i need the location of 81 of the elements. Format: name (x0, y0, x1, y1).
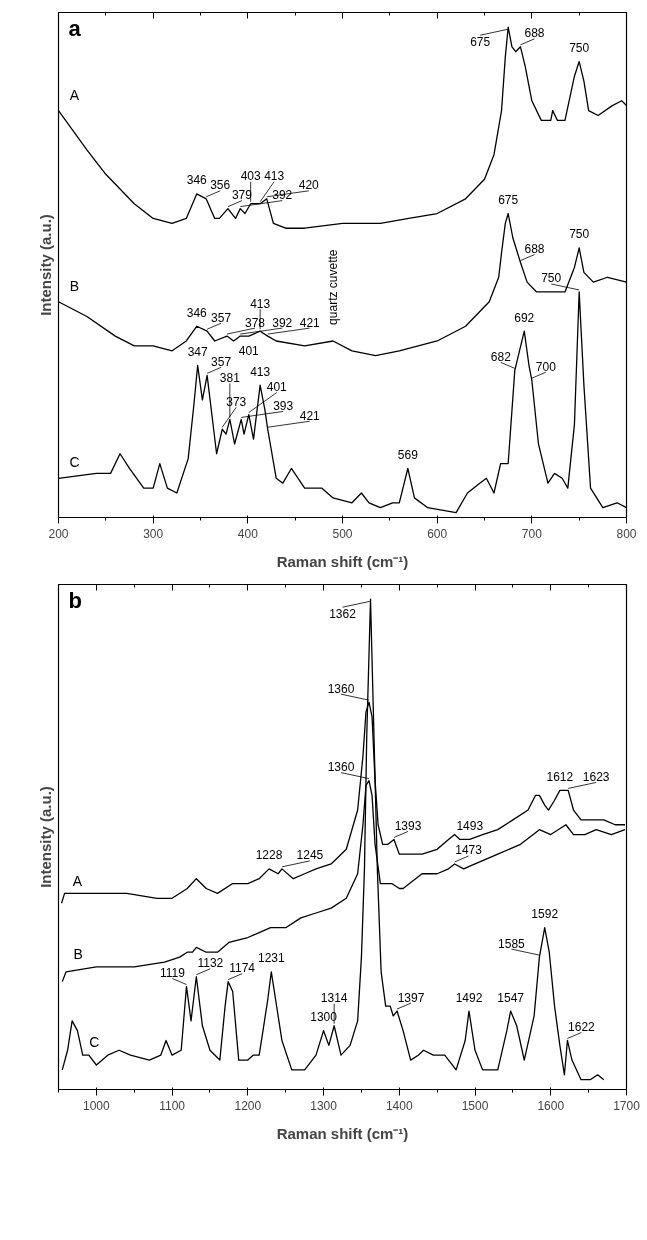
x-tick-label: 1700 (613, 1098, 641, 1113)
x-tick-label: 400 (237, 526, 259, 541)
series-label: C (89, 1033, 100, 1050)
annotation: 675 (498, 193, 519, 208)
x-tick-label: 500 (332, 526, 353, 541)
annotation: 378 (245, 315, 266, 330)
annotation: 1360 (327, 760, 355, 775)
x-tick-label: 1000 (83, 1098, 111, 1113)
annotation: 413 (250, 364, 271, 379)
annotation: 1622 (568, 1019, 596, 1034)
annotation: 750 (569, 41, 590, 56)
annotation: 1397 (397, 990, 425, 1005)
y-axis-title: Intensity (a.u.) (36, 786, 54, 888)
annotation: 1473 (455, 843, 483, 858)
annotation: 750 (569, 227, 590, 242)
annotation: 1231 (257, 951, 285, 966)
annotation: 688 (524, 242, 545, 257)
annotation: 1228 (255, 848, 283, 863)
series-label: A (72, 873, 83, 890)
annotation: 346 (186, 173, 208, 188)
annotation: 1132 (197, 956, 224, 971)
series-label: A (69, 86, 80, 103)
annotation: 413 (250, 296, 271, 311)
annotation: 347 (187, 345, 208, 360)
x-tick-label: 1200 (234, 1098, 262, 1113)
series-label: B (69, 277, 80, 294)
annotation: 1393 (394, 818, 422, 833)
annotation: 1245 (296, 848, 324, 863)
annotation: 1592 (531, 907, 559, 922)
annotation: 1493 (456, 818, 484, 833)
annotation: 1314 (320, 991, 348, 1006)
x-axis-title: Raman shift (cm⁻¹) (276, 1124, 409, 1142)
annotation: 1360 (327, 681, 355, 696)
series-label: C (69, 454, 80, 471)
x-tick-label: 1400 (385, 1098, 413, 1113)
annotation: 1492 (455, 990, 483, 1005)
annotation: 392 (272, 315, 293, 330)
annotation: 688 (524, 26, 545, 41)
series-label: B (73, 945, 83, 962)
annotation: 750 (541, 271, 562, 286)
annotation: 357 (211, 354, 232, 369)
x-tick-label: 800 (616, 526, 637, 541)
annotation: 1547 (497, 990, 525, 1005)
annotation: 569 (397, 447, 419, 462)
annotation: 1612 (546, 769, 574, 784)
annotation: 403 (240, 169, 262, 184)
annotation: 421 (299, 408, 321, 423)
annotation: 682 (490, 349, 512, 364)
annotation: 401 (238, 343, 260, 358)
x-tick-label: 1500 (461, 1098, 489, 1113)
annotation: 1362 (329, 606, 357, 621)
annotation: 357 (211, 310, 232, 325)
annotation: 393 (273, 398, 294, 413)
x-tick-label: 1600 (537, 1098, 565, 1113)
annotation: 413 (264, 169, 285, 184)
annotation: quartz cuvette (326, 249, 341, 325)
annotation: 1623 (582, 769, 610, 784)
annotation: 346 (186, 305, 208, 320)
x-tick-label: 1300 (310, 1098, 338, 1113)
annotation: 421 (299, 315, 321, 330)
chart-title: b (68, 587, 82, 613)
x-tick-label: 200 (48, 526, 69, 541)
x-tick-label: 300 (143, 526, 164, 541)
annotation: 1174 (229, 961, 256, 976)
annotation: 1300 (310, 1010, 338, 1025)
annotation: 675 (470, 34, 491, 49)
annotation: 1585 (498, 936, 526, 951)
annotation: 401 (266, 380, 288, 395)
annotation: 692 (514, 310, 535, 325)
x-tick-label: 1100 (159, 1098, 186, 1113)
annotation: 1119 (160, 966, 186, 981)
annotation: 381 (219, 370, 241, 385)
x-tick-label: 600 (427, 526, 448, 541)
annotation: 420 (298, 178, 320, 193)
annotation: 700 (535, 359, 557, 374)
y-axis-title: Intensity (a.u.) (36, 214, 54, 316)
x-tick-label: 700 (521, 526, 543, 541)
annotation: 356 (210, 178, 231, 193)
x-axis-title: Raman shift (cm⁻¹) (276, 552, 409, 570)
chart-title: a (68, 15, 82, 41)
annotation: 373 (226, 394, 247, 409)
